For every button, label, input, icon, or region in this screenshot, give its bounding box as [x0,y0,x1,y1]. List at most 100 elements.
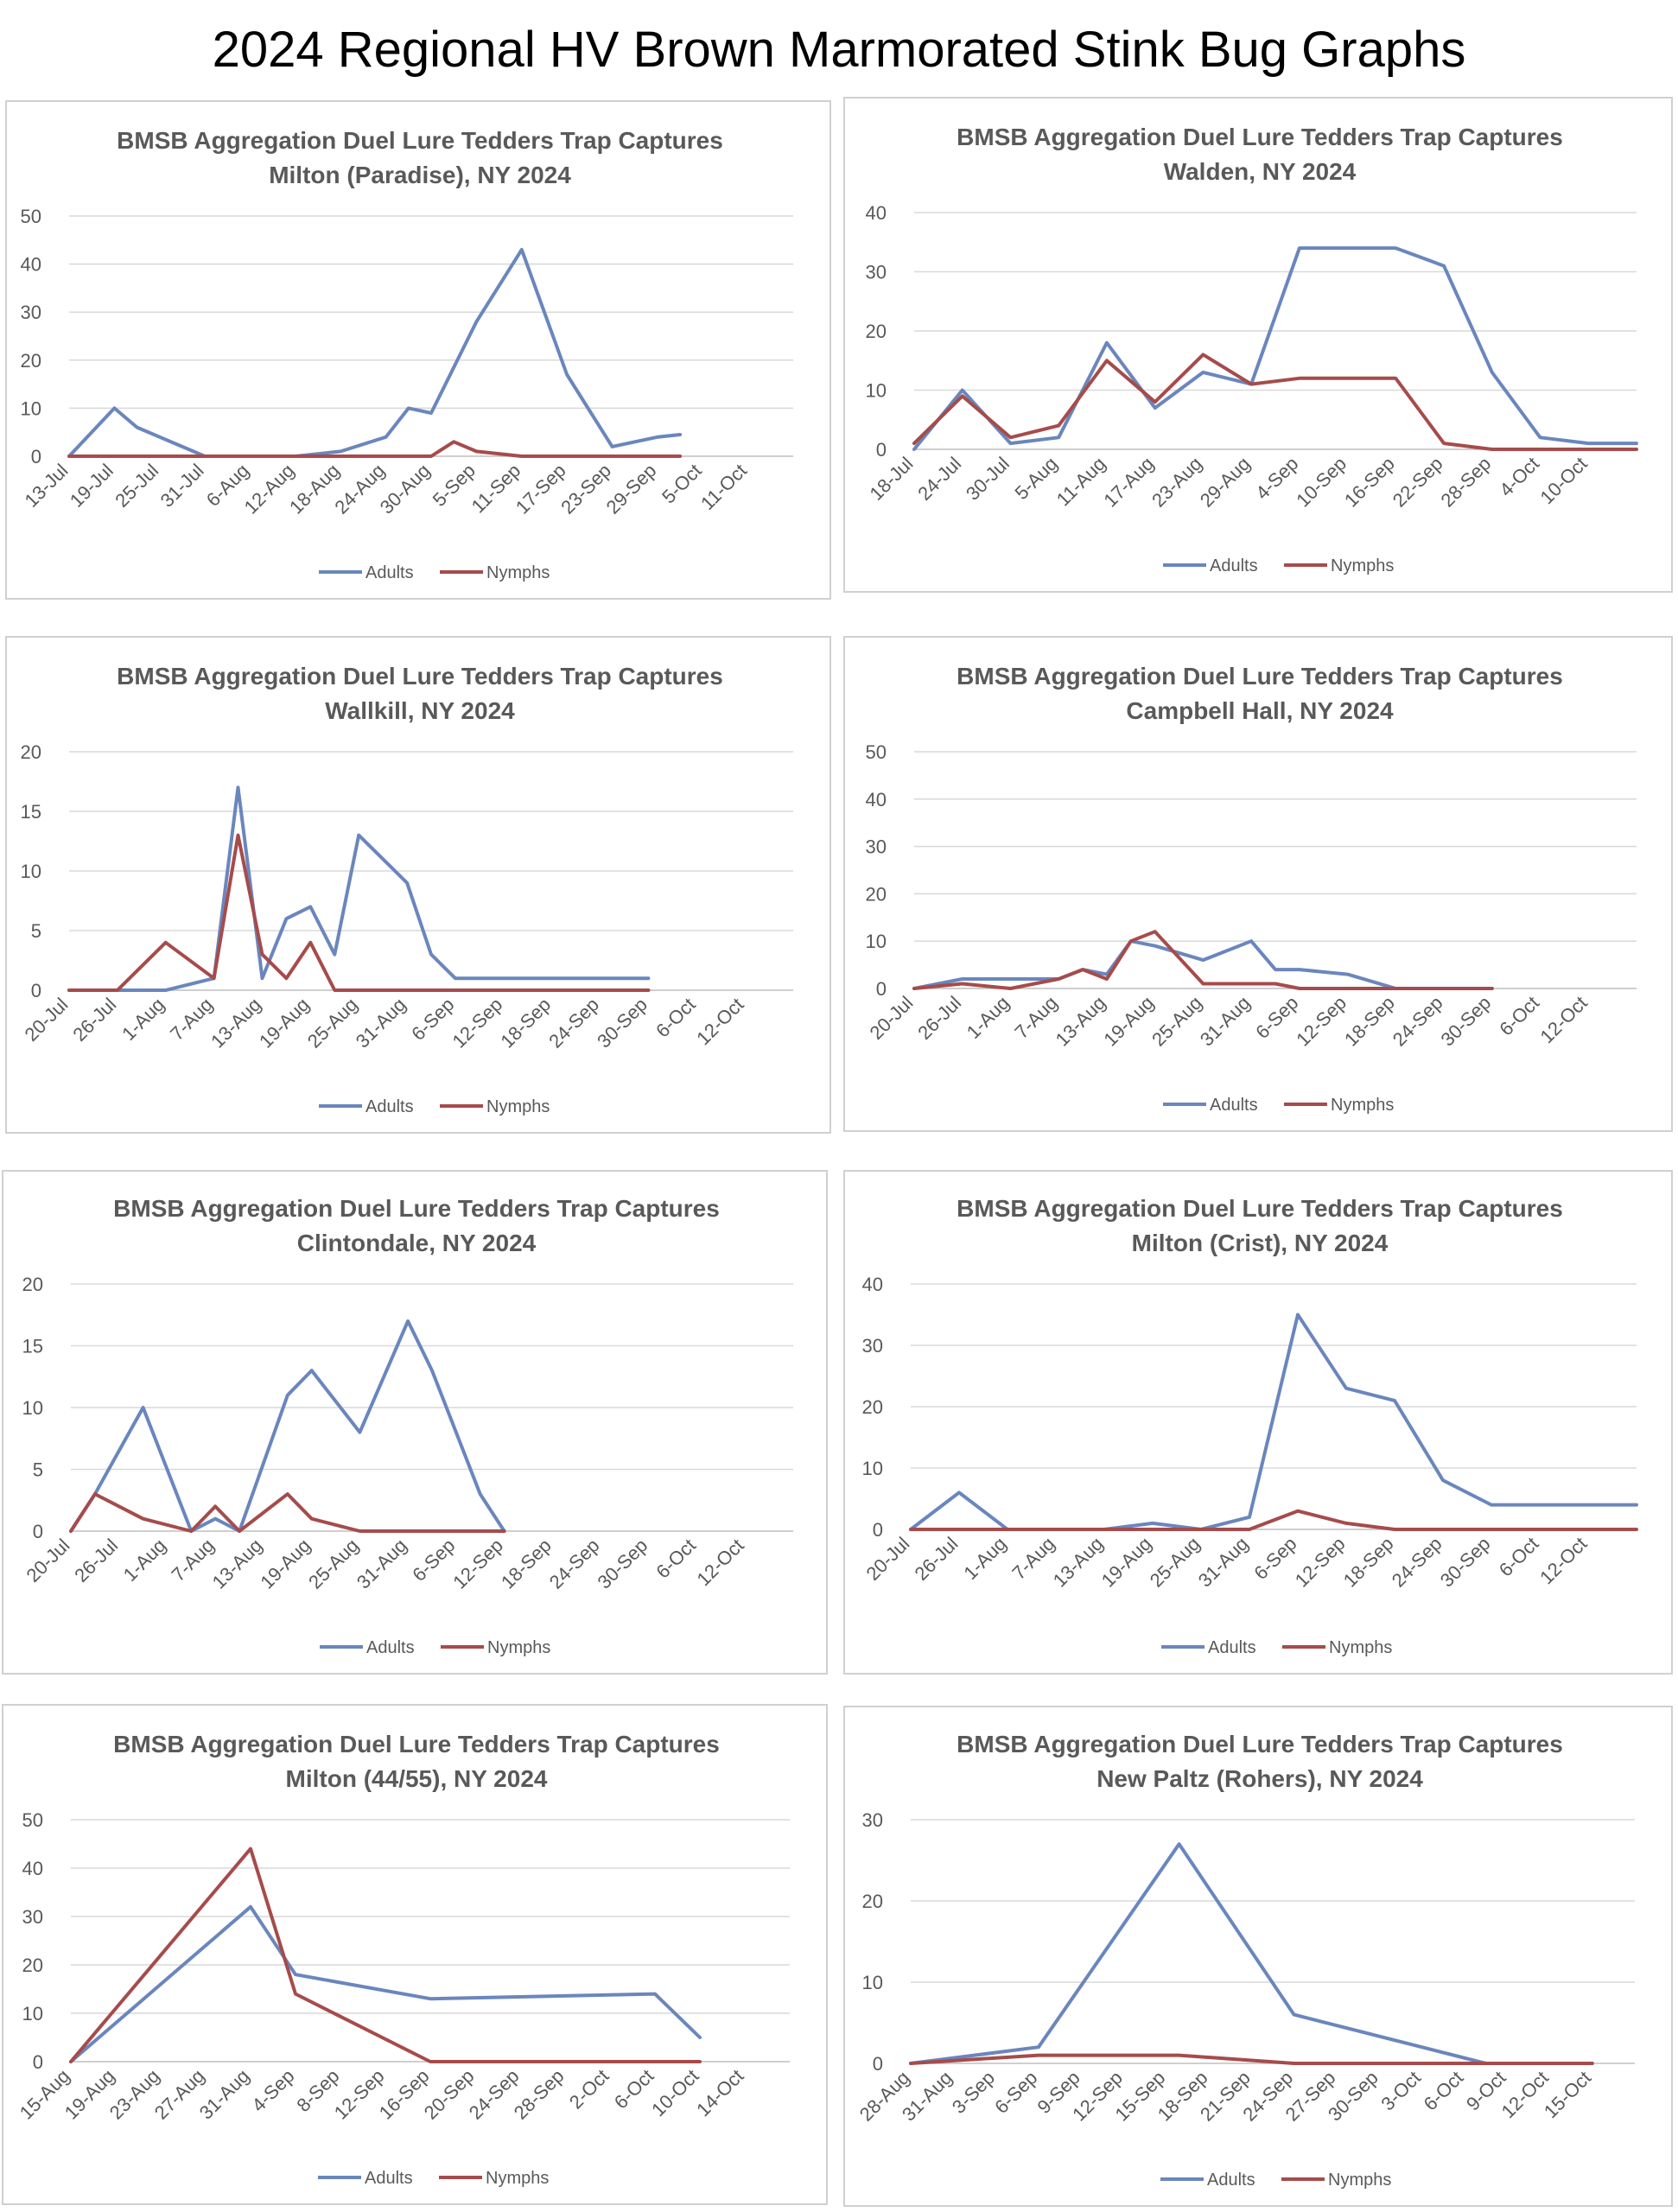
chart-title: BMSB Aggregation Duel Lure Tedders Trap … [113,1731,720,1758]
series-line-nymphs [67,833,651,992]
x-tick-label: 23-Aug [1147,453,1206,512]
x-tick-label: 18-Aug [285,460,344,518]
x-tick-label: 19-Aug [1097,1533,1156,1592]
x-tick-label: 30-Sep [1436,1533,1495,1592]
y-tick-label: 30 [866,262,887,283]
x-tick-label: 18-Sep [496,994,555,1052]
x-tick-label: 15-Oct [1540,2067,1595,2122]
x-tick-label: 18-Jul [865,453,917,505]
x-tick-label: 26-Jul [910,1533,962,1585]
chart-svg: BMSB Aggregation Duel Lure Tedders Trap … [855,1731,1635,2190]
chart-svg: BMSB Aggregation Duel Lure Tedders Trap … [865,663,1637,1115]
legend-label: Nymphs [486,563,550,582]
x-tick-label: 17-Sep [512,460,570,518]
series-line-nymphs [67,440,683,458]
x-tick-label: 13-Aug [208,1535,267,1593]
x-tick-label: 1-Aug [963,992,1014,1043]
x-tick-label: 12-Oct [692,994,747,1049]
x-tick-label: 26-Jul [70,1535,122,1586]
series-line-adults [67,247,683,458]
x-tick-label: 24-Sep [544,994,603,1052]
legend-label: Adults [365,563,414,582]
x-tick-label: 6-Oct [1420,2067,1468,2115]
series-line-nymphs [912,353,1638,451]
y-tick-label: 0 [873,2053,883,2075]
chart-svg: BMSB Aggregation Duel Lure Tedders Trap … [20,127,793,582]
x-tick-label: 11-Oct [696,460,751,514]
x-tick-label: 14-Oct [692,2065,747,2120]
x-tick-label: 11-Aug [1052,453,1110,511]
legend-label: Nymphs [486,1097,550,1116]
legend-label: Adults [1208,1638,1256,1657]
x-tick-label: 12-Aug [240,460,299,518]
chart-panel: BMSB Aggregation Duel Lure Tedders Trap … [843,97,1673,593]
x-tick-label: 26-Jul [913,992,965,1044]
chart-subtitle: Walden, NY 2024 [1164,158,1357,185]
y-tick-label: 0 [873,1519,883,1541]
chart-panel: BMSB Aggregation Duel Lure Tedders Trap … [843,1706,1673,2207]
x-tick-label: 24-Sep [1388,1533,1446,1592]
chart-svg: BMSB Aggregation Duel Lure Tedders Trap … [16,1731,790,2188]
y-tick-label: 20 [866,883,887,905]
y-tick-label: 0 [31,446,41,467]
y-tick-label: 10 [862,1972,883,1993]
y-tick-label: 10 [22,1397,43,1419]
chart-title: BMSB Aggregation Duel Lure Tedders Trap … [957,1731,1563,1758]
x-tick-label: 1-Aug [119,1535,170,1586]
x-tick-label: 30-Sep [1436,992,1495,1051]
x-tick-label: 25-Jul [111,460,162,512]
x-tick-label: 12-Sep [1291,1533,1350,1592]
y-tick-label: 20 [862,1891,883,1912]
y-tick-label: 0 [876,439,887,461]
chart-subtitle: Milton (44/55), NY 2024 [286,1765,548,1792]
x-tick-label: 15-Aug [16,2065,74,2124]
legend-label: Adults [365,1097,414,1116]
chart-svg: BMSB Aggregation Duel Lure Tedders Trap … [865,124,1638,575]
x-tick-label: 24-Sep [465,2065,524,2124]
series-line-adults [909,1842,1594,2065]
x-tick-label: 20-Sep [420,2065,479,2124]
x-tick-label: 24-Sep [1389,992,1447,1051]
y-tick-label: 30 [862,1809,883,1831]
series-line-nymphs [69,1847,702,2063]
y-tick-label: 5 [31,920,41,942]
x-tick-label: 12-Oct [1535,1533,1591,1588]
chart-panel: BMSB Aggregation Duel Lure Tedders Trap … [5,100,831,600]
y-tick-label: 20 [862,1396,883,1418]
chart-subtitle: Clintondale, NY 2024 [297,1230,537,1256]
series-line-nymphs [909,2053,1594,2065]
y-tick-label: 20 [21,350,41,372]
legend-label: Adults [1210,556,1258,575]
chart-svg: BMSB Aggregation Duel Lure Tedders Trap … [861,1195,1638,1657]
y-tick-label: 30 [22,1906,43,1928]
x-tick-label: 24-Aug [330,460,389,518]
legend-label: Adults [1207,2171,1255,2190]
x-tick-label: 20-Jul [865,992,917,1044]
x-tick-label: 30-Aug [376,460,435,518]
y-tick-label: 40 [866,202,887,224]
series-line-adults [69,1319,506,1533]
x-tick-label: 17-Aug [1099,453,1158,512]
x-tick-label: 12-Sep [448,994,506,1052]
x-tick-label: 2-Oct [565,2065,613,2113]
x-tick-label: 20-Jul [861,1533,913,1585]
x-tick-label: 23-Sep [556,460,615,518]
x-tick-label: 10-Oct [647,2065,702,2120]
x-tick-label: 22-Sep [1389,453,1447,512]
chart-panel: BMSB Aggregation Duel Lure Tedders Trap … [843,636,1673,1132]
x-tick-label: 16-Sep [1340,453,1399,512]
x-tick-label: 12-Oct [692,1535,747,1590]
x-tick-label: 4-Sep [247,2065,298,2116]
x-tick-label: 30-Sep [593,1535,651,1593]
x-tick-label: 19-Aug [1099,992,1158,1051]
y-tick-label: 50 [866,741,887,763]
series-line-nymphs [69,1492,506,1533]
chart-title: BMSB Aggregation Duel Lure Tedders Trap … [957,663,1563,690]
chart-title: BMSB Aggregation Duel Lure Tedders Trap … [957,1195,1563,1222]
x-tick-label: 13-Aug [1052,992,1110,1051]
y-tick-label: 10 [22,2003,43,2024]
x-tick-label: 13-Aug [1049,1533,1108,1592]
series-line-nymphs [912,930,1494,990]
y-tick-label: 10 [21,397,41,419]
x-tick-label: 1-Aug [118,994,168,1045]
